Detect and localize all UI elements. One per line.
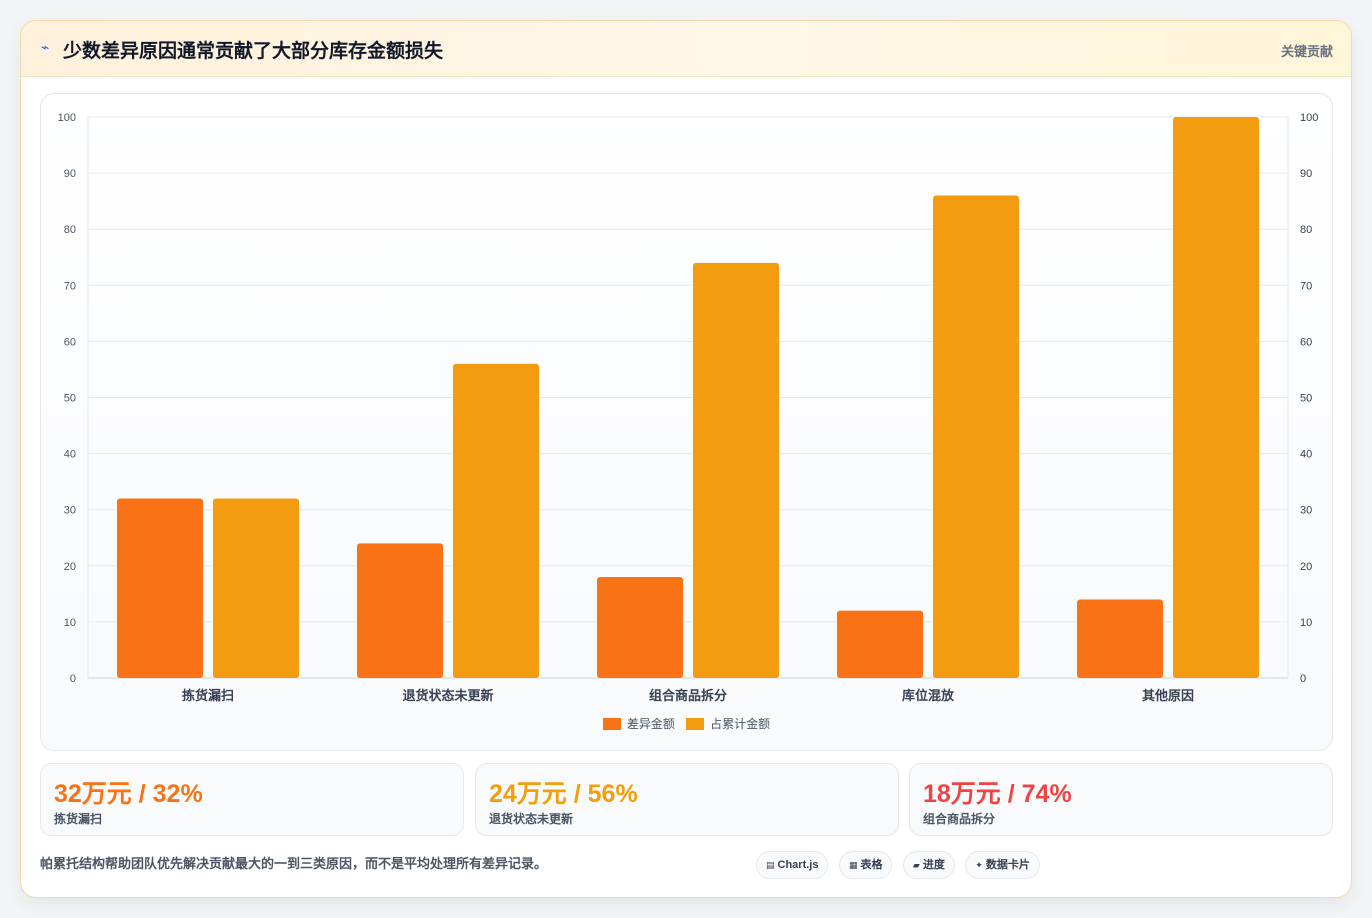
stat-value: 24万元 / 56%	[489, 780, 638, 808]
bar-1	[837, 610, 923, 678]
legend-item-series-1[interactable]: 差异金额	[602, 715, 675, 732]
y-tick-label: 80	[64, 224, 76, 236]
chip-data-card[interactable]: ✦ 数据卡片	[965, 851, 1040, 879]
y2-tick-label: 0	[1300, 673, 1306, 685]
stat-label: 拣货漏扫	[54, 812, 103, 826]
y-tick-label: 50	[64, 393, 76, 405]
x-tick-label: 退货状态未更新	[402, 688, 493, 703]
legend-label: 占累计金额	[710, 717, 771, 731]
pareto-bar-chart: 0 10 20 30 40 50 60 70 80 90 100 0 10 20 30 40 50 60 70 80 9…	[58, 112, 1319, 703]
y2-tick-label: 20	[1300, 561, 1312, 573]
y-tick-label: 100	[58, 112, 76, 124]
y-tick-label: 30	[64, 505, 76, 517]
chart-card: ⌁ 少数差异原因通常贡献了大部分库存金额损失 关键贡献 0 10 20 30 40 50 6…	[20, 20, 1352, 898]
lightning-icon: ⌁	[41, 39, 50, 55]
y-tick-label: 70	[64, 280, 76, 292]
y-tick-label: 20	[64, 561, 76, 573]
y2-tick-label: 90	[1300, 168, 1312, 180]
y-tick-label: 10	[64, 617, 76, 629]
bar-1	[117, 498, 203, 678]
legend-label: 差异金额	[626, 717, 675, 731]
y2-tick-label: 80	[1300, 224, 1312, 236]
legend-swatch	[602, 718, 621, 730]
stat-value: 18万元 / 74%	[923, 780, 1072, 808]
bar-2	[213, 498, 299, 678]
y2-tick-label: 50	[1300, 393, 1312, 405]
chip-chartjs[interactable]: ▤ Chart.js	[756, 851, 829, 879]
stat-value: 32万元 / 32%	[54, 780, 203, 808]
y2-tick-label: 10	[1300, 617, 1312, 629]
chart-icon: ▤	[766, 860, 775, 870]
stat-card-2: 24万元 / 56% 退货状态未更新	[475, 763, 899, 836]
tech-chips: ▤ Chart.js ▦ 表格 ▰ 进度 ✦ 数据卡片	[756, 851, 1046, 879]
chip-label: 数据卡片	[985, 859, 1030, 871]
y2-tick-label: 70	[1300, 280, 1312, 292]
bar-2	[933, 195, 1019, 678]
y2-tick-label: 100	[1300, 112, 1318, 124]
stat-card-3: 18万元 / 74% 组合商品拆分	[909, 763, 1333, 836]
y-tick-label: 90	[64, 168, 76, 180]
chip-label: 表格	[860, 859, 883, 871]
bar-1	[357, 543, 443, 678]
chip-progress[interactable]: ▰ 进度	[902, 851, 955, 879]
x-tick-label: 其他原因	[1142, 688, 1194, 703]
card-header: ⌁ 少数差异原因通常贡献了大部分库存金额损失 关键贡献	[21, 21, 1351, 77]
x-tick-label: 组合商品拆分	[649, 688, 727, 703]
card-title: 少数差异原因通常贡献了大部分库存金额损失	[63, 41, 444, 62]
progress-icon: ▰	[912, 860, 920, 870]
chart-legend: 差异金额 占累计金额	[41, 715, 1332, 732]
x-tick-label: 库位混放	[902, 688, 955, 703]
bar-2	[453, 363, 539, 678]
y2-tick-label: 40	[1300, 449, 1312, 461]
header-tag: 关键贡献	[1280, 44, 1333, 59]
y2-tick-label: 60	[1300, 336, 1312, 348]
bar-2	[693, 262, 779, 678]
y-tick-label: 0	[70, 673, 76, 685]
bar-1	[1077, 599, 1163, 678]
chip-label: 进度	[922, 859, 945, 871]
chart-container: 0 10 20 30 40 50 60 70 80 90 100 0 10 20 30 40 50 60 70 80 9…	[40, 93, 1333, 751]
y-tick-label: 60	[64, 336, 76, 348]
sparkle-icon: ✦	[975, 860, 983, 870]
stat-card-1: 32万元 / 32% 拣货漏扫	[40, 763, 464, 836]
x-tick-label: 拣货漏扫	[182, 688, 234, 703]
bar-1	[597, 577, 683, 678]
stat-label: 组合商品拆分	[923, 812, 996, 826]
chip-table[interactable]: ▦ 表格	[838, 851, 893, 879]
legend-item-series-2[interactable]: 占累计金额	[686, 715, 770, 732]
y-tick-label: 40	[64, 449, 76, 461]
table-icon: ▦	[848, 860, 858, 870]
stat-label: 退货状态未更新	[489, 812, 574, 826]
chip-label: Chart.js	[777, 859, 819, 871]
bar-2	[1173, 117, 1259, 678]
legend-swatch	[686, 718, 705, 730]
y2-tick-label: 30	[1300, 505, 1312, 517]
footnote: 帕累托结构帮助团队优先解决贡献最大的一到三类原因，而不是平均处理所有差异记录。	[40, 856, 548, 871]
